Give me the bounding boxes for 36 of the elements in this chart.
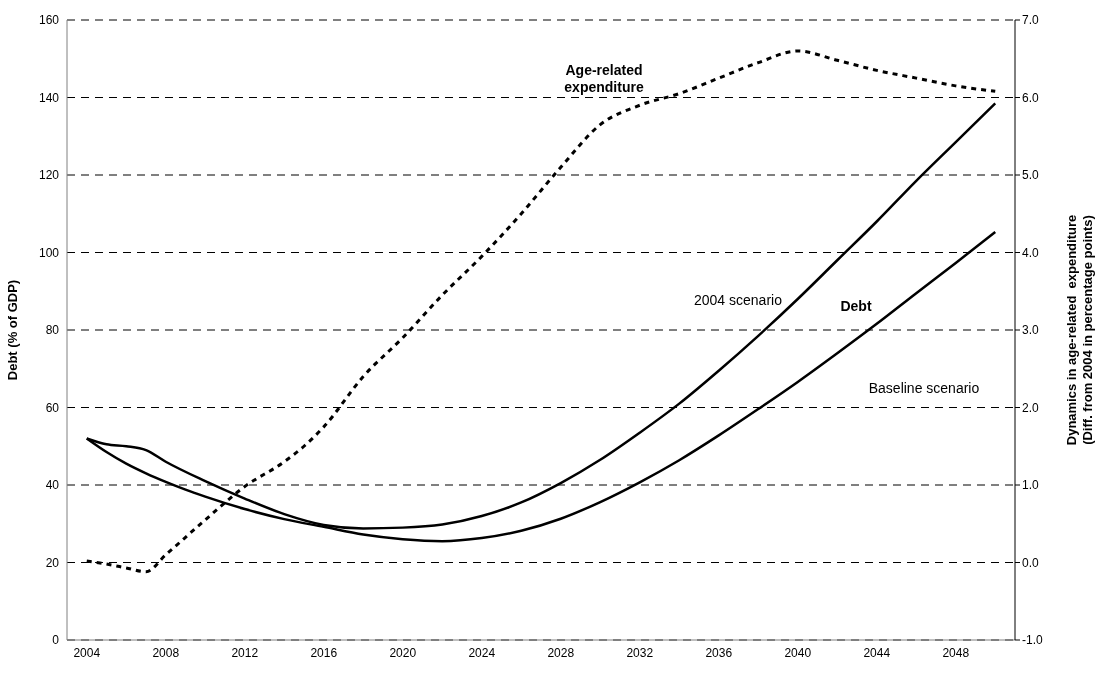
y-tick-label: 20 — [45, 555, 60, 570]
y-tick-label: 80 — [45, 323, 60, 338]
y-tick-label: 0 — [52, 633, 60, 648]
y2-tick-label: 4.0 — [1022, 245, 1040, 260]
y2-tick-label: -1.0 — [1022, 633, 1043, 648]
annotation: Debt — [840, 298, 872, 314]
x-tick-label: 2008 — [152, 645, 180, 660]
x-tick-label: 2020 — [389, 645, 417, 660]
y-tick-label: 100 — [38, 245, 60, 260]
y2-axis-title: Dynamics in age-related expenditure (Diff. from 2004 in percentage points) — [1064, 214, 1095, 446]
y2-tick-label: 7.0 — [1022, 13, 1040, 28]
x-tick-label: 2016 — [310, 645, 338, 660]
text: Baseline scenario — [868, 380, 980, 396]
x-tick-label: 2004 — [73, 645, 101, 660]
x-tick-label: 2048 — [942, 645, 970, 660]
y-tick-label: 140 — [38, 90, 60, 105]
y2-tick-label: 0.0 — [1022, 555, 1040, 570]
y-tick-label: 40 — [45, 478, 60, 493]
y2-tick-label: 2.0 — [1022, 400, 1040, 415]
y-tick-label: 120 — [38, 168, 60, 183]
x-tick-label: 2040 — [784, 645, 812, 660]
y-tick-label: 160 — [38, 13, 60, 28]
y-axis-title: Debt (% of GDP) — [4, 279, 20, 381]
x-tick-label: 2032 — [626, 645, 654, 660]
series-label: 2004 scenario — [694, 292, 783, 308]
x-tick-label: 2012 — [231, 645, 259, 660]
y2-tick-label: 5.0 — [1022, 168, 1040, 183]
y2-tick-label: 3.0 — [1022, 323, 1040, 338]
y2-tick-label: 6.0 — [1022, 90, 1040, 105]
x-tick-label: 2044 — [863, 645, 891, 660]
x-tick-label: 2024 — [468, 645, 496, 660]
x-tick-label: 2028 — [547, 645, 575, 660]
y-tick-label: 60 — [45, 400, 60, 415]
x-tick-label: 2036 — [705, 645, 733, 660]
y2-tick-label: 1.0 — [1022, 478, 1040, 493]
series-label: Age-related expenditure — [564, 62, 644, 95]
